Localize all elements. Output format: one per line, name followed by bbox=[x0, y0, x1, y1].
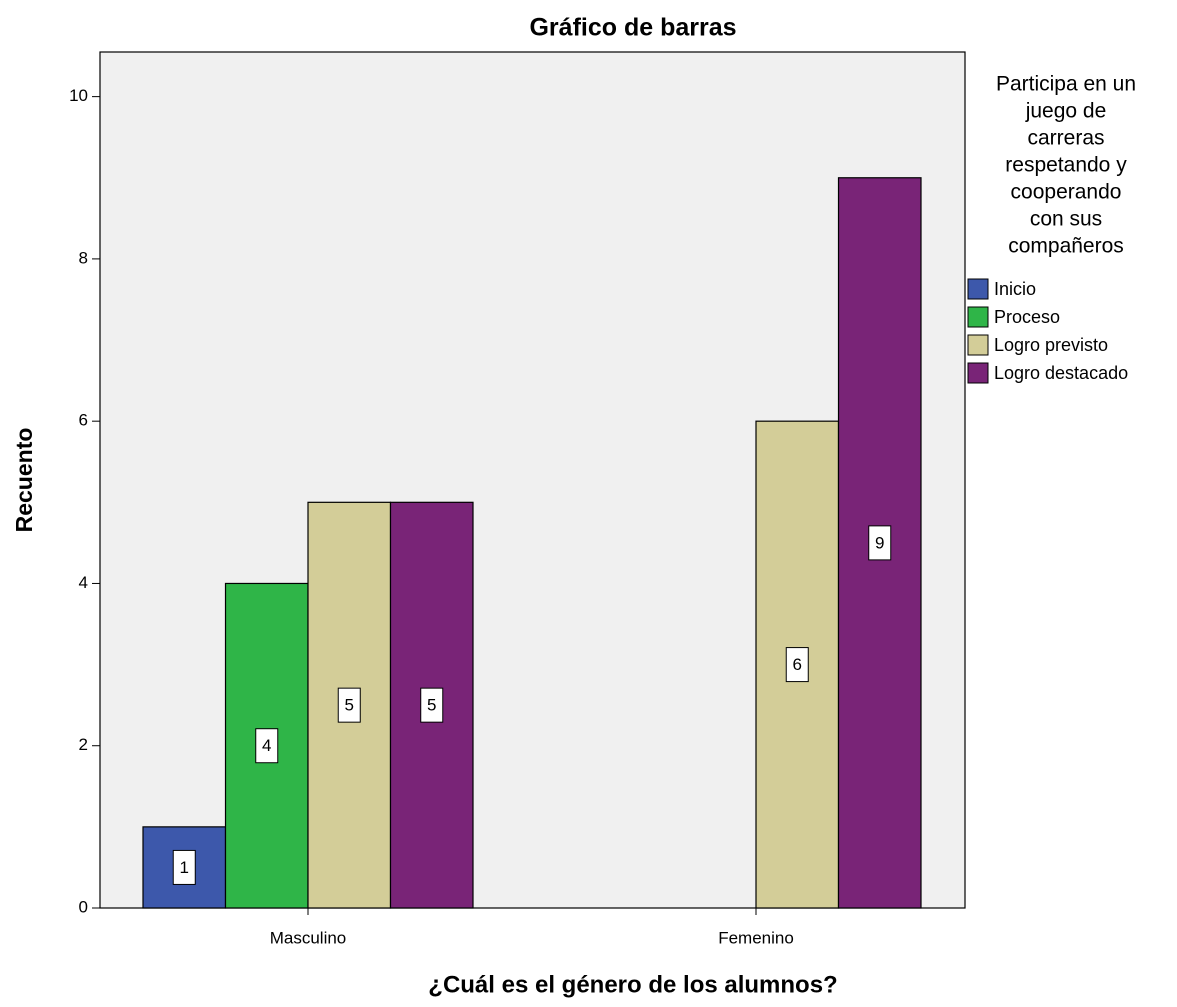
legend-title: cooperando bbox=[1011, 181, 1122, 204]
legend-swatch bbox=[967, 334, 989, 356]
x-axis-label: ¿Cuál es el género de los alumnos? bbox=[428, 971, 837, 998]
y-tick-label: 0 bbox=[79, 897, 88, 916]
y-tick-label: 4 bbox=[79, 573, 88, 592]
legend-title: carreras bbox=[1027, 127, 1104, 150]
value-label-box bbox=[868, 525, 892, 561]
legend-title: respetando y bbox=[1005, 154, 1127, 177]
legend-label: Inicio bbox=[994, 279, 1036, 299]
legend-title: compañeros bbox=[1008, 235, 1124, 258]
value-label-box bbox=[337, 687, 361, 723]
value-label: 4 bbox=[262, 736, 271, 755]
value-label-box bbox=[785, 647, 809, 683]
value-label: 5 bbox=[427, 696, 436, 715]
legend-swatch bbox=[967, 362, 989, 384]
value-label: 5 bbox=[345, 696, 354, 715]
value-label-box bbox=[420, 687, 444, 723]
y-tick-label: 6 bbox=[79, 411, 88, 430]
legend-swatch bbox=[967, 278, 989, 300]
legend-label: Proceso bbox=[994, 307, 1060, 327]
value-label: 9 bbox=[875, 533, 884, 552]
y-axis-label: Recuento bbox=[11, 428, 37, 533]
x-tick-label: Masculino bbox=[270, 928, 347, 947]
legend-label: Logro destacado bbox=[994, 363, 1128, 383]
x-tick-label: Femenino bbox=[718, 928, 794, 947]
y-tick-label: 10 bbox=[69, 86, 88, 105]
value-label-box bbox=[172, 849, 196, 885]
legend-title: Participa en un bbox=[996, 73, 1136, 96]
legend-swatch bbox=[967, 306, 989, 328]
value-label: 1 bbox=[180, 858, 189, 877]
value-label: 6 bbox=[793, 655, 802, 674]
chart-title: Gráfico de barras bbox=[529, 14, 736, 42]
y-tick-label: 2 bbox=[79, 735, 88, 754]
y-tick-label: 8 bbox=[79, 248, 88, 267]
legend-label: Logro previsto bbox=[994, 335, 1108, 355]
legend-title: con sus bbox=[1030, 208, 1102, 231]
legend-title: juego de bbox=[1025, 100, 1107, 123]
value-label-box bbox=[255, 728, 279, 764]
